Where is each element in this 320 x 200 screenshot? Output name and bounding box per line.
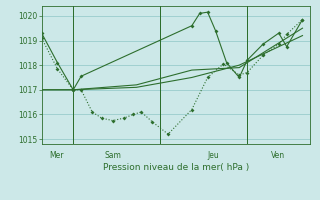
X-axis label: Pression niveau de la mer( hPa ): Pression niveau de la mer( hPa )	[103, 163, 249, 172]
Text: Jeu: Jeu	[208, 151, 220, 160]
Text: Sam: Sam	[105, 151, 122, 160]
Text: Mer: Mer	[50, 151, 64, 160]
Text: Ven: Ven	[271, 151, 285, 160]
